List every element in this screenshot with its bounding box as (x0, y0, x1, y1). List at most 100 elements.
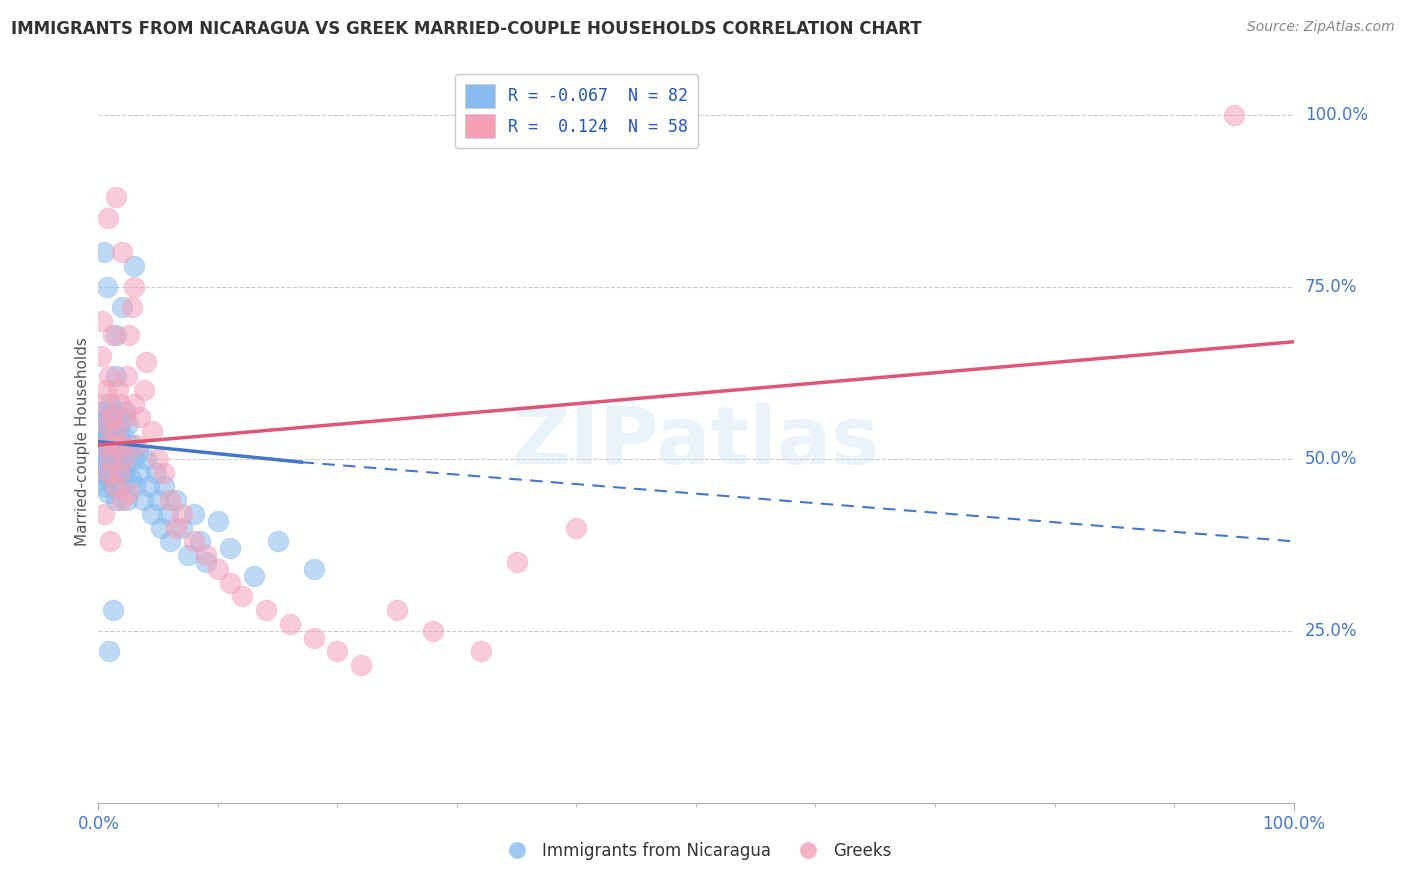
Point (124, 259, 146, 273)
Point (101, 451, 124, 466)
Point (188, 534, 211, 549)
Point (177, 548, 200, 562)
Point (114, 431, 136, 445)
Point (115, 369, 138, 384)
Point (93, 445, 115, 459)
Point (96, 431, 118, 445)
Point (183, 507, 205, 521)
Text: 75.0%: 75.0% (1305, 277, 1357, 296)
Point (183, 534, 205, 549)
Point (108, 458, 131, 473)
Point (91, 417, 114, 432)
Point (117, 486, 139, 500)
Point (129, 466, 152, 480)
Point (103, 438, 125, 452)
Point (105, 327, 128, 342)
Point (110, 451, 132, 466)
Point (156, 507, 179, 521)
Point (326, 644, 349, 658)
Point (96, 466, 118, 480)
Point (149, 520, 172, 534)
Point (98, 397, 122, 411)
Point (101, 479, 124, 493)
Point (1223, 108, 1246, 122)
Point (91, 314, 114, 328)
Point (97, 417, 120, 432)
Point (100, 458, 122, 473)
Point (470, 644, 492, 658)
Point (96, 417, 118, 432)
Point (117, 417, 139, 432)
Point (111, 301, 134, 315)
Point (98, 451, 122, 466)
Point (101, 603, 124, 617)
Point (107, 383, 129, 397)
Point (107, 445, 129, 459)
Point (98, 369, 121, 384)
Point (127, 445, 149, 459)
Point (93, 479, 115, 493)
Text: 25.0%: 25.0% (1305, 622, 1357, 640)
Point (94, 458, 117, 473)
Text: ZIPatlas: ZIPatlas (512, 402, 880, 481)
Point (108, 397, 131, 411)
Point (111, 438, 134, 452)
Point (104, 479, 127, 493)
Point (159, 493, 181, 508)
Point (110, 438, 132, 452)
Point (131, 493, 153, 508)
Point (114, 403, 136, 417)
Point (115, 493, 138, 508)
Point (105, 424, 128, 438)
Point (103, 403, 125, 417)
Point (132, 383, 155, 397)
Point (195, 548, 218, 562)
Point (207, 514, 229, 528)
Point (385, 603, 409, 617)
Point (114, 410, 136, 425)
Point (107, 410, 129, 425)
Text: Source: ZipAtlas.com: Source: ZipAtlas.com (1247, 20, 1395, 34)
Point (153, 466, 176, 480)
Point (165, 520, 187, 534)
Point (165, 493, 187, 508)
Point (108, 417, 131, 432)
Point (90, 438, 112, 452)
Legend: Immigrants from Nicaragua, Greeks: Immigrants from Nicaragua, Greeks (494, 836, 898, 867)
Point (121, 438, 143, 452)
Point (105, 190, 128, 204)
Point (207, 562, 229, 576)
Point (112, 466, 135, 480)
Point (103, 438, 125, 452)
Text: IMMIGRANTS FROM NICARAGUA VS GREEK MARRIED-COUPLE HOUSEHOLDS CORRELATION CHART: IMMIGRANTS FROM NICARAGUA VS GREEK MARRI… (11, 20, 922, 37)
Point (111, 245, 134, 260)
Point (148, 451, 170, 466)
Point (124, 479, 146, 493)
Point (96, 279, 118, 293)
Point (98, 438, 122, 452)
Y-axis label: Married-couple Households: Married-couple Households (75, 337, 90, 546)
Point (141, 424, 163, 438)
Point (98, 410, 121, 425)
Point (98, 472, 122, 486)
Point (125, 438, 148, 452)
Point (129, 410, 152, 425)
Point (91, 472, 114, 486)
Point (124, 279, 146, 293)
Point (121, 301, 143, 315)
Point (98, 445, 121, 459)
Point (94, 383, 117, 397)
Point (91, 397, 114, 411)
Point (124, 397, 146, 411)
Point (243, 568, 266, 582)
Point (97, 486, 120, 500)
Point (89, 466, 111, 480)
Point (105, 369, 128, 384)
Point (105, 493, 128, 508)
Text: 50.0%: 50.0% (1305, 450, 1357, 467)
Point (91, 431, 114, 445)
Point (107, 466, 129, 480)
Point (107, 466, 129, 480)
Point (278, 616, 301, 631)
Point (93, 245, 115, 260)
